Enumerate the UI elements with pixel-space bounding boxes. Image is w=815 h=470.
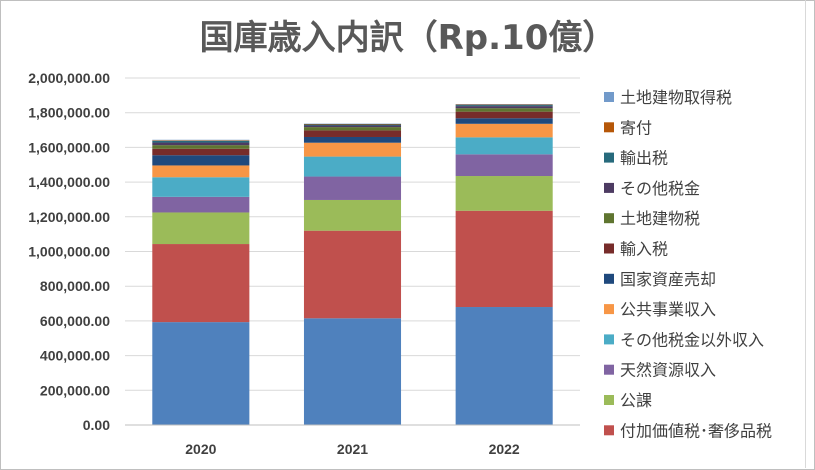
bar-segment: [152, 142, 250, 146]
bar-segment: [152, 140, 250, 143]
legend-swatch: [604, 182, 614, 193]
bar-segment: [455, 104, 553, 106]
bar-segment: [152, 155, 250, 166]
bar-segment: [455, 106, 553, 109]
bar-segment: [303, 318, 402, 425]
bar-segment: [152, 140, 250, 141]
bar-segment: [455, 137, 553, 155]
bar-segment: [455, 111, 553, 119]
legend-label: その他税金以外収入: [620, 330, 764, 349]
bar-segment: [152, 212, 250, 245]
y-tick-label: 1,600,000.00: [28, 139, 110, 155]
y-tick-label: 2,000,000.00: [28, 70, 110, 86]
bar-segment: [303, 230, 402, 319]
bar-segment: [303, 123, 402, 125]
bars: [152, 104, 553, 425]
legend-label: 国家資産売却: [620, 270, 716, 289]
bar-segment: [303, 136, 402, 143]
y-tick-label: 600,000.00: [40, 313, 110, 329]
legend-swatch: [604, 395, 614, 405]
bar-segment: [152, 165, 250, 178]
legend-swatch: [604, 213, 614, 224]
y-tick-label: 1,400,000.00: [28, 174, 110, 190]
bar-segment: [152, 322, 250, 425]
bar-segment: [152, 139, 250, 141]
legend-label: 輸出税: [620, 149, 668, 168]
legend-label: 寄付: [620, 118, 652, 137]
y-tick-label: 1,800,000.00: [28, 105, 110, 121]
legend: 土地建物取得税寄付輸出税その他税金土地建物税輸入税国家資産売却公共事業収入その他…: [604, 88, 772, 440]
y-tick-label: 1,200,000.00: [28, 209, 110, 225]
legend-label: 輸入税: [620, 240, 668, 259]
legend-label: 公共事業収入: [620, 300, 716, 319]
bar-segment: [152, 148, 250, 156]
chart-title: 国庫歳入内訳（Rp.10億）: [200, 18, 617, 58]
legend-label: その他税金: [620, 179, 700, 198]
x-axis-tick-labels: 2020 2021 2022: [185, 441, 520, 457]
legend-swatch: [604, 243, 614, 254]
bar-segment: [455, 118, 553, 124]
bar-segment: [455, 108, 553, 112]
bar-segment: [152, 177, 250, 197]
legend-label: 付加価値税･奢侈品税: [620, 421, 772, 440]
bar-segment: [303, 130, 402, 137]
legend-label: 公課: [620, 391, 652, 410]
y-axis-tick-labels: 0.00 200,000.00 400,000.00 600,000.00 800,00…: [28, 70, 110, 433]
y-tick-label: 400,000.00: [40, 348, 110, 364]
x-tick-label: 2022: [489, 441, 520, 457]
legend-swatch: [604, 122, 614, 133]
bar-segment: [152, 196, 250, 213]
x-tick-label: 2021: [337, 441, 368, 457]
bar-segment: [455, 154, 553, 177]
bar-segment: [152, 145, 250, 149]
legend-swatch: [604, 334, 614, 345]
bar-segment: [455, 307, 553, 425]
bar-segment: [455, 105, 553, 107]
y-tick-label: 200,000.00: [40, 382, 110, 398]
legend-label: 天然資源収入: [620, 361, 716, 380]
bar-segment: [152, 244, 250, 323]
y-tick-label: 1,000,000.00: [28, 244, 110, 260]
bar-segment: [303, 142, 402, 157]
x-tick-label: 2020: [185, 441, 216, 457]
legend-label: 土地建物取得税: [620, 88, 732, 107]
legend-swatch: [604, 364, 614, 375]
bar-segment: [455, 123, 553, 138]
bar-segment: [303, 125, 402, 128]
y-tick-label: 0.00: [83, 417, 110, 433]
bar-segment: [303, 199, 402, 231]
bar-segment: [303, 156, 402, 177]
legend-swatch: [604, 425, 614, 436]
bar-segment: [455, 104, 553, 105]
legend-swatch: [604, 92, 614, 102]
bar-segment: [455, 210, 553, 308]
legend-label: 土地建物税: [620, 209, 700, 228]
legend-swatch: [604, 152, 614, 163]
bar-segment: [455, 176, 553, 211]
bar-segment: [303, 127, 402, 131]
legend-swatch: [604, 273, 614, 284]
bar-segment: [303, 124, 402, 126]
legend-swatch: [604, 304, 614, 315]
y-tick-label: 800,000.00: [40, 278, 110, 294]
bar-segment: [303, 176, 402, 200]
